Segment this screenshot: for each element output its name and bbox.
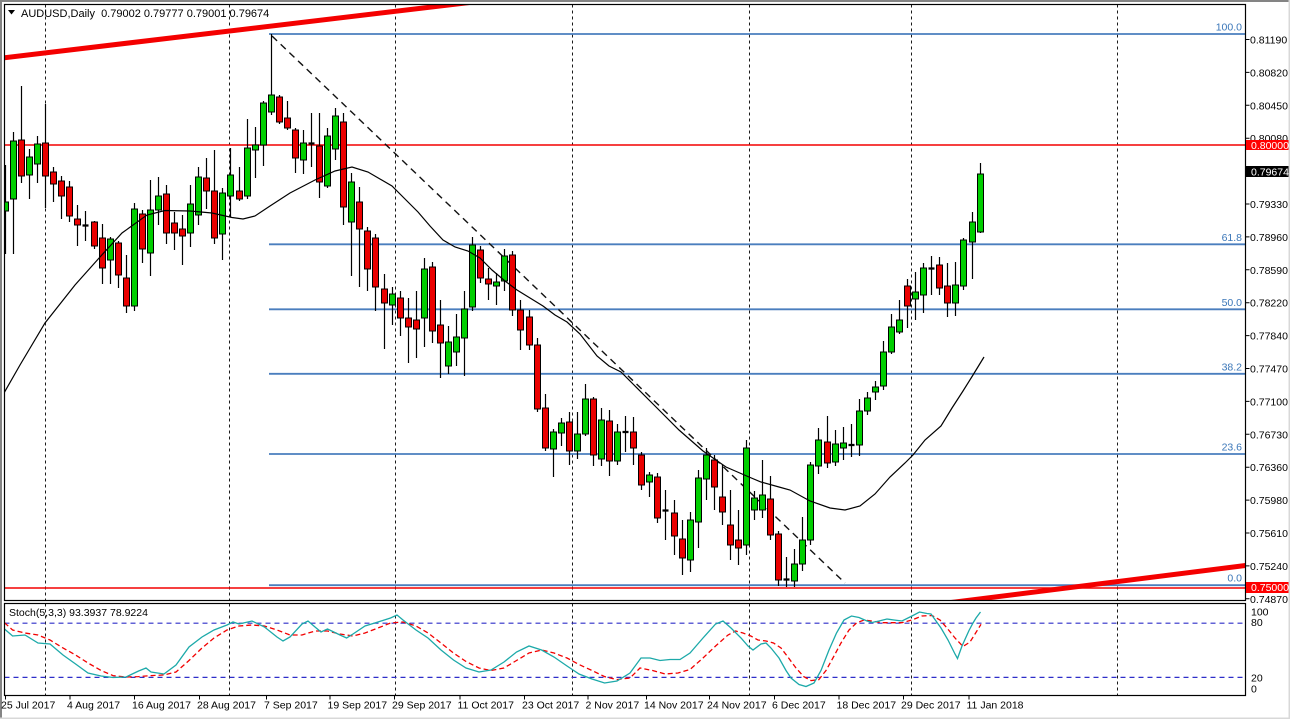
svg-text:29 Dec 2017: 29 Dec 2017: [901, 700, 961, 712]
svg-text:20: 20: [1251, 673, 1263, 685]
svg-text:0.78960: 0.78960: [1250, 232, 1288, 244]
svg-text:0.75610: 0.75610: [1250, 528, 1288, 540]
svg-text:0.74870: 0.74870: [1250, 594, 1288, 606]
svg-text:61.8: 61.8: [1222, 232, 1243, 244]
svg-text:4 Aug 2017: 4 Aug 2017: [67, 700, 120, 712]
svg-text:0.0: 0.0: [1227, 573, 1242, 585]
svg-text:0.79674: 0.79674: [1251, 167, 1289, 179]
svg-text:0.81190: 0.81190: [1250, 35, 1287, 47]
svg-text:16 Aug 2017: 16 Aug 2017: [132, 700, 191, 712]
svg-text:24 Nov 2017: 24 Nov 2017: [707, 700, 767, 712]
svg-text:0.75000: 0.75000: [1251, 582, 1289, 594]
svg-text:0.77840: 0.77840: [1250, 331, 1288, 343]
svg-text:0.75240: 0.75240: [1250, 561, 1288, 573]
svg-text:38.2: 38.2: [1222, 361, 1243, 373]
svg-text:25 Jul 2017: 25 Jul 2017: [1, 700, 55, 712]
svg-text:14 Nov 2017: 14 Nov 2017: [644, 700, 704, 712]
svg-text:0.75980: 0.75980: [1250, 495, 1288, 507]
svg-text:0.78220: 0.78220: [1250, 298, 1288, 310]
svg-text:0.76730: 0.76730: [1250, 429, 1288, 441]
svg-text:0.79330: 0.79330: [1250, 199, 1288, 211]
svg-text:6 Dec 2017: 6 Dec 2017: [772, 700, 826, 712]
svg-text:29 Sep 2017: 29 Sep 2017: [392, 700, 452, 712]
svg-text:AUDUSD,Daily 0.79002 0.79777: AUDUSD,Daily 0.79002 0.79777 0.79001 0.7…: [21, 8, 269, 20]
svg-text:2 Nov 2017: 2 Nov 2017: [586, 700, 640, 712]
svg-text:7 Sep 2017: 7 Sep 2017: [264, 700, 318, 712]
svg-text:100.0: 100.0: [1216, 22, 1242, 34]
svg-text:23 Oct 2017: 23 Oct 2017: [522, 700, 579, 712]
svg-text:Stoch(5,3,3) 93.3937 78.9224: Stoch(5,3,3) 93.3937 78.9224: [9, 607, 148, 619]
svg-text:28 Aug 2017: 28 Aug 2017: [197, 700, 256, 712]
svg-text:80: 80: [1251, 617, 1263, 629]
svg-text:19 Sep 2017: 19 Sep 2017: [328, 700, 388, 712]
svg-text:0.80000: 0.80000: [1251, 140, 1289, 152]
svg-text:50.0: 50.0: [1222, 297, 1243, 309]
svg-text:11 Oct 2017: 11 Oct 2017: [458, 700, 515, 712]
svg-text:11 Jan 2018: 11 Jan 2018: [967, 700, 1024, 712]
svg-text:0.77470: 0.77470: [1250, 364, 1288, 376]
svg-text:0.77100: 0.77100: [1250, 396, 1288, 408]
svg-text:0.78590: 0.78590: [1250, 265, 1288, 277]
svg-text:0.76360: 0.76360: [1250, 462, 1288, 474]
svg-text:100: 100: [1251, 607, 1269, 619]
svg-text:0: 0: [1251, 684, 1257, 696]
svg-text:0.80450: 0.80450: [1250, 100, 1288, 112]
svg-text:0.80820: 0.80820: [1250, 67, 1288, 79]
svg-text:18 Dec 2017: 18 Dec 2017: [837, 700, 897, 712]
svg-text:23.6: 23.6: [1222, 442, 1243, 454]
